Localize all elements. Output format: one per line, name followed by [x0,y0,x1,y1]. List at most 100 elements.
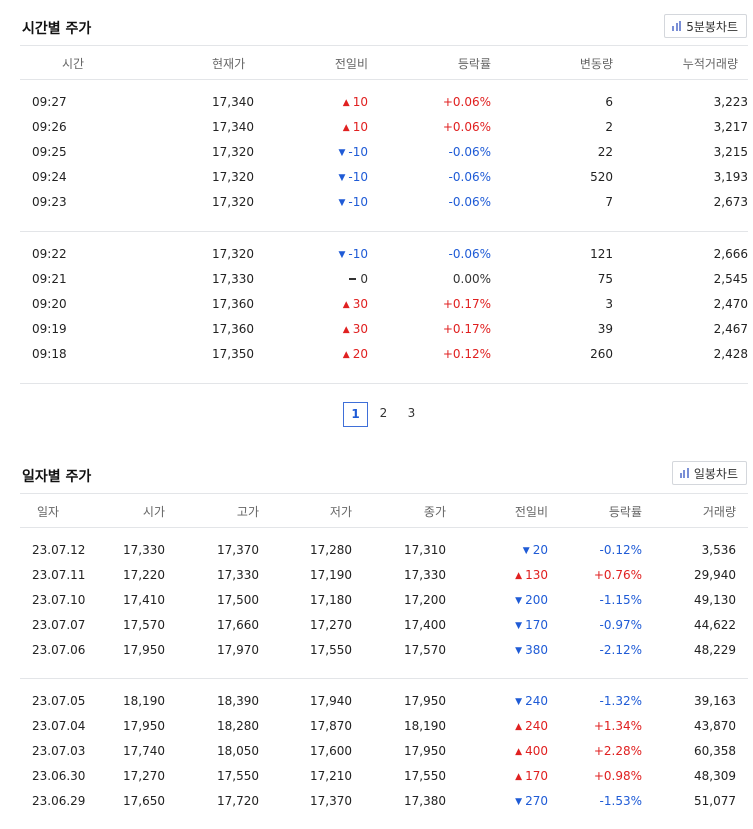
change-cell: ▼ -10 [338,145,368,159]
change-cell: ▲ 170 [515,769,548,783]
table-row: 23.07.05 18,190 18,390 17,940 17,950 ▼ 240 -1.3… [20,690,748,715]
rate-cell: +0.06% [442,120,491,134]
low-cell: 17,600 [310,744,352,758]
price-cell: 17,340 [212,120,254,134]
change-cell: ▼ -10 [338,170,368,184]
open-cell: 17,270 [123,769,165,783]
open-cell: 17,220 [123,568,165,582]
rate-cell: +2.28% [593,744,642,758]
up-triangle-icon: ▲ [342,300,350,310]
daily-chart-label: 일봉차트 [693,466,738,481]
cum-volume-cell: 2,470 [713,297,748,311]
page-2[interactable]: 2 [379,406,388,420]
bar-chart-icon [679,468,689,478]
table-row: 09:26 17,340 ▲ 10 +0.06% 2 3,217 [20,116,748,141]
time-cell: 09:27 [32,95,67,109]
high-cell: 17,720 [217,794,259,808]
down-triangle-icon: ▼ [515,596,523,606]
up-triangle-icon: ▲ [515,722,523,732]
five-minute-chart-label: 5분봉차트 [686,19,738,34]
up-triangle-icon: ▲ [342,325,350,335]
col-header-high: 고가 [236,505,259,519]
change-cell: ▲ 240 [515,719,548,733]
high-cell: 17,370 [217,543,259,557]
volume-cell: 43,870 [694,719,736,733]
change-value: 400 [525,744,548,758]
rate-cell: -1.32% [599,694,642,708]
change-value: 380 [525,643,548,657]
cum-volume-cell: 3,215 [713,145,748,159]
change-cell: ▼ 200 [515,593,548,607]
down-triangle-icon: ▼ [515,697,523,707]
change-value: 130 [525,568,548,582]
price-cell: 17,320 [212,195,254,209]
up-triangle-icon: ▲ [342,98,350,108]
daily-chart-button[interactable]: 일봉차트 [671,461,747,485]
close-cell: 18,190 [404,719,446,733]
change-cell: ▼ 240 [515,694,548,708]
change-cell: ▼ -10 [338,195,368,209]
cum-volume-cell: 2,545 [713,272,748,286]
price-cell: 17,350 [212,347,254,361]
change-value: -10 [348,145,368,159]
close-cell: 17,570 [404,643,446,657]
row-group: 23.07.05 18,190 18,390 17,940 17,950 ▼ 240 -1.3… [20,678,748,829]
table-row: 23.07.10 17,410 17,500 17,180 17,200 ▼ 200 -1.1… [20,589,748,614]
price-cell: 17,330 [212,272,254,286]
cum-volume-cell: 2,673 [713,195,748,209]
volume-cell: 44,622 [694,618,736,632]
down-triangle-icon: ▼ [515,621,523,631]
high-cell: 17,330 [217,568,259,582]
change-value: 20 [532,543,548,557]
time-cell: 09:24 [32,170,67,184]
volume-cell: 121 [590,247,613,261]
down-triangle-icon: ▼ [522,546,530,556]
close-cell: 17,950 [404,694,446,708]
cum-volume-cell: 3,193 [713,170,748,184]
open-cell: 18,190 [123,694,165,708]
close-cell: 17,330 [404,568,446,582]
change-value: 20 [352,347,368,361]
low-cell: 17,370 [310,794,352,808]
col-header-change: 전일비 [334,57,368,71]
volume-cell: 3 [605,297,613,311]
high-cell: 17,660 [217,618,259,632]
rate-cell: -1.53% [599,794,642,808]
col-header-volume: 거래량 [702,505,736,519]
volume-cell: 29,940 [694,568,736,582]
time-cell: 09:19 [32,322,67,336]
low-cell: 17,940 [310,694,352,708]
rate-cell: +0.17% [442,322,491,336]
up-triangle-icon: ▲ [342,123,350,133]
date-cell: 23.07.07 [32,618,86,632]
table-row: 23.07.04 17,950 18,280 17,870 18,190 ▲ 240 +1.3… [20,715,748,740]
col-header-date: 일자 [37,505,60,519]
table-row: 09:20 17,360 ▲ 30 +0.17% 3 2,470 [20,293,748,318]
bar-chart-icon [672,21,682,31]
open-cell: 17,570 [123,618,165,632]
rate-cell: -2.12% [599,643,642,657]
col-header-price: 현재가 [212,57,246,71]
table-row: 23.06.29 17,650 17,720 17,370 17,380 ▼ 270 -1.5… [20,790,748,815]
up-triangle-icon: ▲ [515,747,523,757]
table-row: 09:19 17,360 ▲ 30 +0.17% 39 2,467 [20,318,748,343]
volume-cell: 3,536 [701,543,736,557]
five-minute-chart-button[interactable]: 5분봉차트 [664,14,747,38]
close-cell: 17,550 [404,769,446,783]
volume-cell: 51,077 [694,794,736,808]
col-header-rate: 등락률 [457,57,491,71]
change-cell: ▲ 30 [343,297,368,311]
page-1[interactable]: 1 [343,402,368,427]
volume-cell: 39 [597,322,613,336]
change-cell: ▼ -10 [338,247,368,261]
down-triangle-icon: ▼ [338,148,346,158]
cum-volume-cell: 2,666 [713,247,748,261]
open-cell: 17,650 [123,794,165,808]
change-value: -10 [348,247,368,261]
price-cell: 17,320 [212,170,254,184]
open-cell: 17,740 [123,744,165,758]
change-cell: ▲ 20 [343,347,368,361]
table-row: 09:25 17,320 ▼ -10 -0.06% 22 3,215 [20,141,748,166]
time-cell: 09:20 [32,297,67,311]
page-3[interactable]: 3 [407,406,416,420]
